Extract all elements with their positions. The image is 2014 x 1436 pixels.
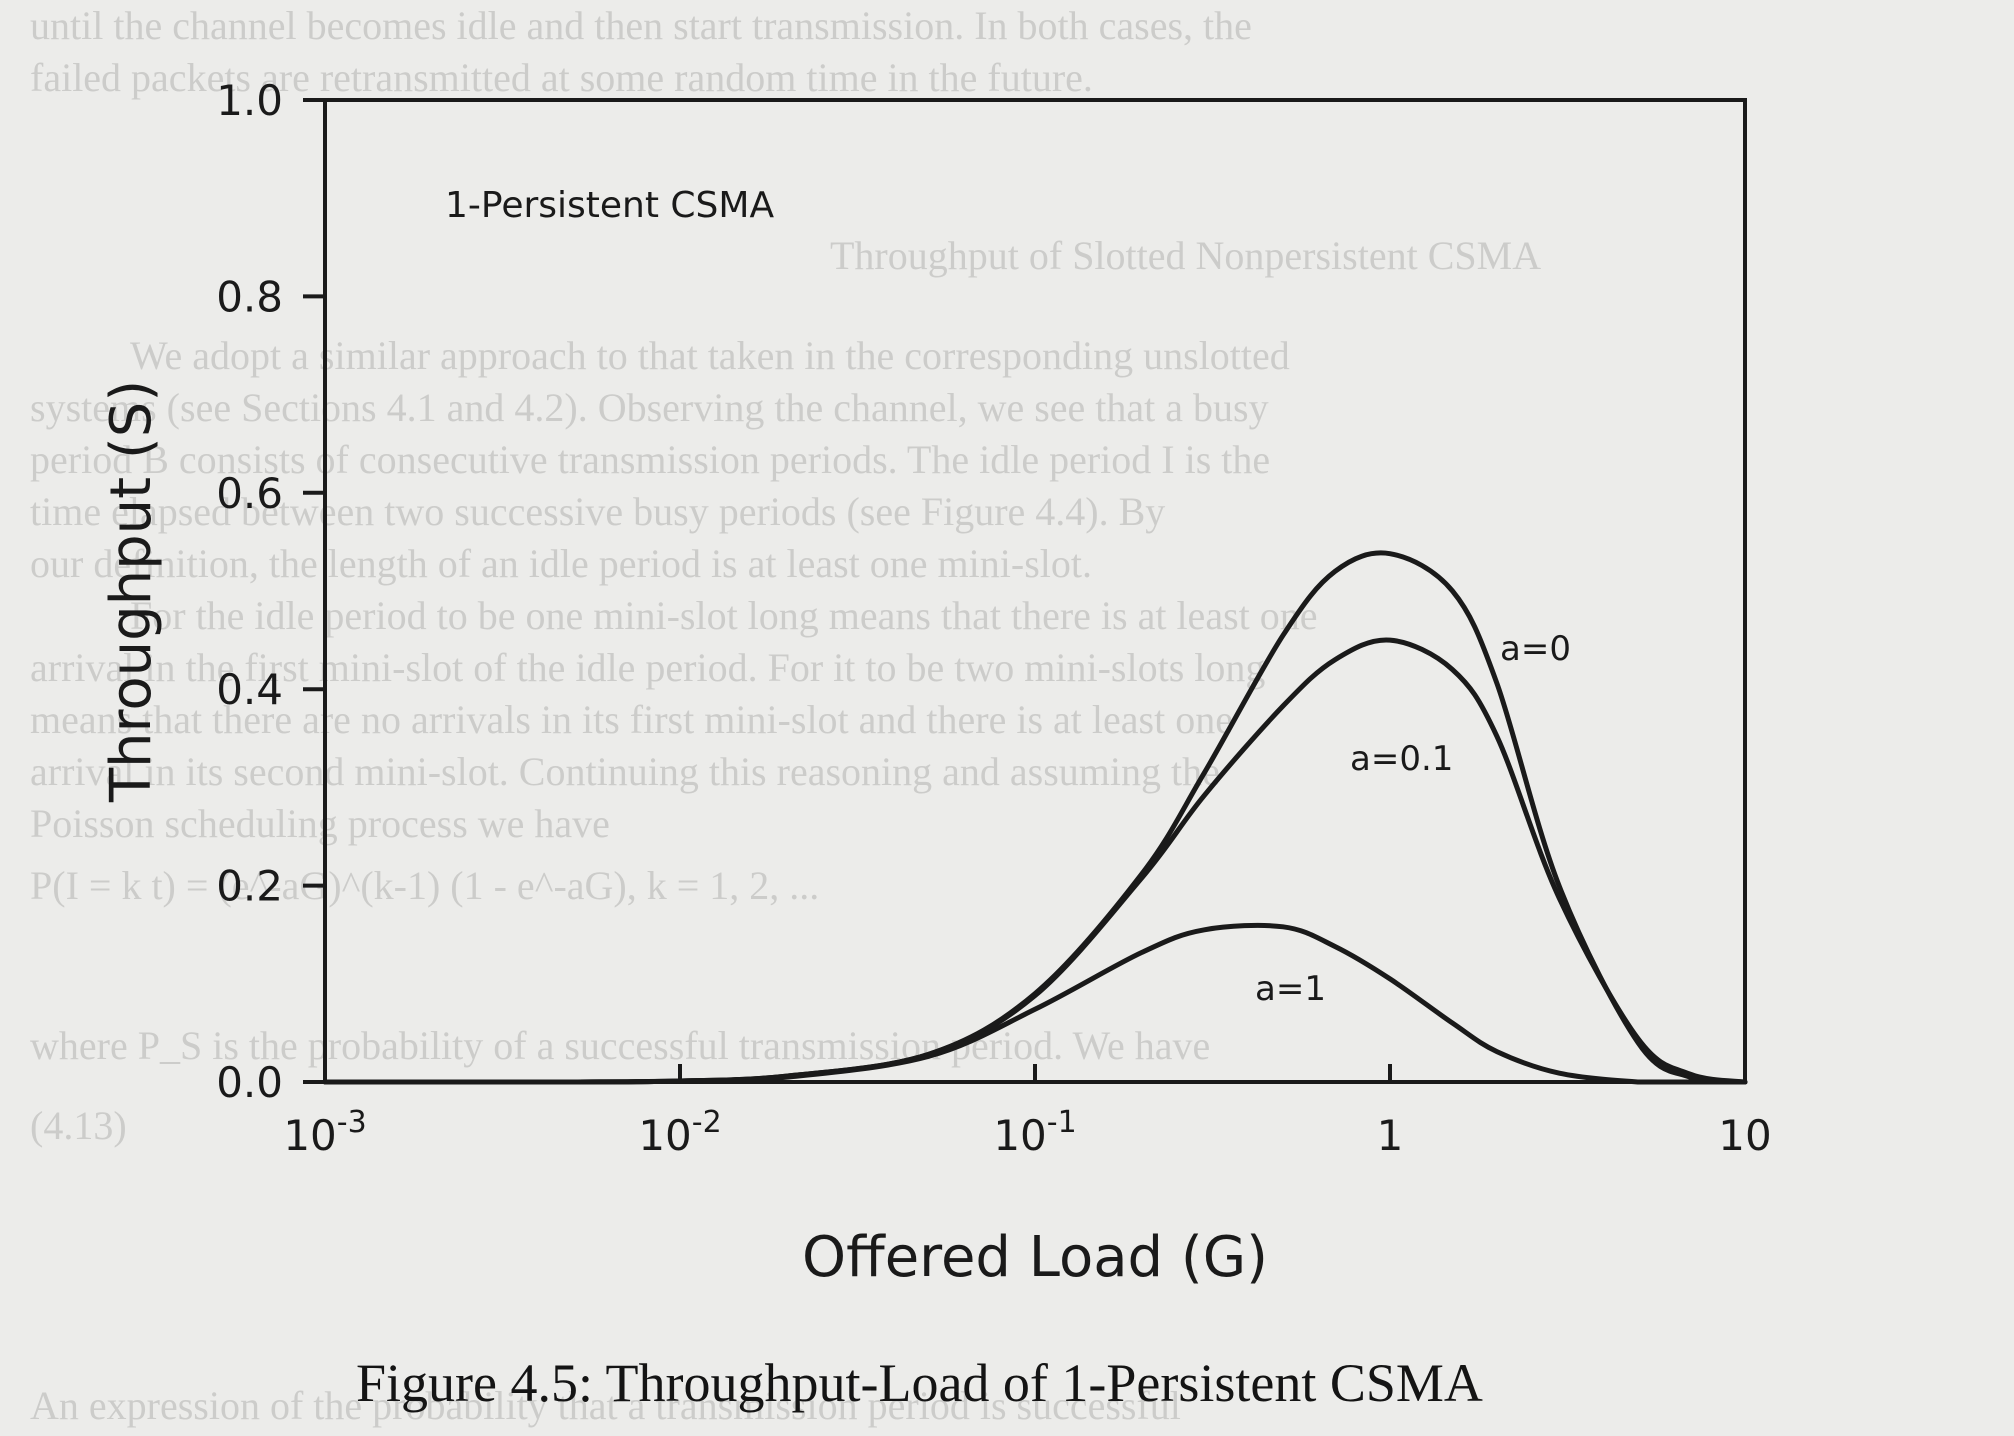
y-tick-label: 0.2: [216, 862, 283, 911]
chart-title: 1-Persistent CSMA: [445, 185, 774, 226]
x-tick-label: 10-1: [993, 1105, 1076, 1160]
series-label: a=0: [1500, 629, 1571, 669]
x-tick-label: 1: [1377, 1111, 1404, 1160]
x-tick-label: 10-3: [283, 1105, 366, 1160]
x-tick-label: 10: [1718, 1111, 1771, 1160]
y-tick-label: 1.0: [216, 76, 283, 125]
y-tick-label: 0.8: [216, 272, 283, 321]
x-axis-label: Offered Load (G): [802, 1225, 1268, 1290]
x-tick-label: 10-2: [638, 1105, 721, 1160]
figure-caption: Figure 4.5: Throughput-Load of 1-Persist…: [356, 1353, 1483, 1413]
y-tick-label: 0.0: [216, 1058, 283, 1107]
series-label: a=0.1: [1350, 739, 1453, 779]
y-tick-label: 0.6: [216, 469, 283, 518]
plot-frame: [323, 98, 1747, 1084]
y-axis-label: Throughput (S): [99, 380, 164, 803]
series-line-a-0-1: [322, 637, 1748, 1085]
series-line-a-1: [322, 922, 1748, 1085]
y-tick-label: 0.4: [216, 665, 283, 714]
series-label: a=1: [1255, 969, 1326, 1009]
